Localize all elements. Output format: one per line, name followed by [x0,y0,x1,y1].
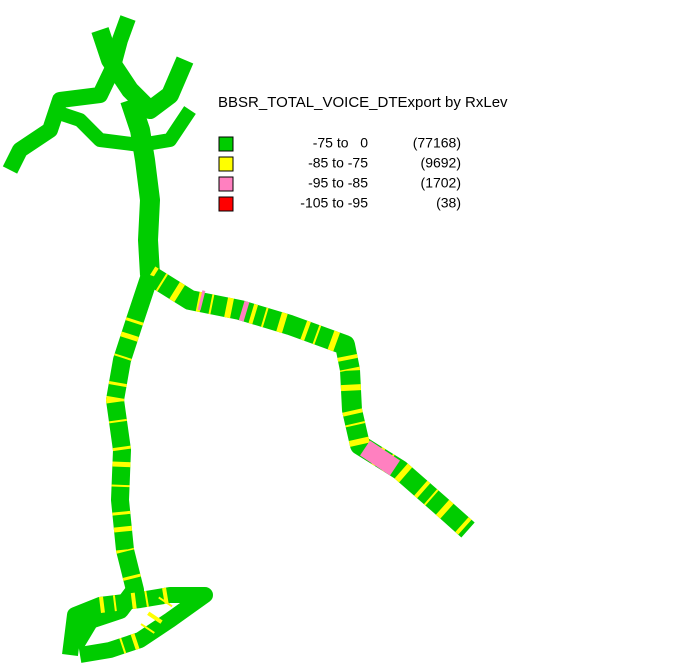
legend-range: -105 to -95 [300,195,368,211]
legend-range: -75 to 0 [313,135,368,151]
route-segment [91,27,194,119]
legend-count: (38) [436,195,461,211]
route-segment [120,96,160,276]
legend-swatch [218,156,234,172]
legend-count: (77168) [413,135,461,151]
route-segment [106,317,144,593]
legend-swatch [218,136,234,152]
legend: -75 to 0 (77168) -85 to -75 (9692) -95 to -8… [218,135,461,212]
legend-range: -85 to -75 [308,155,368,171]
route-segment [67,272,159,650]
legend-swatch [218,176,234,192]
route-segment [2,15,136,174]
route-segment [144,266,475,538]
legend-swatch [218,196,234,212]
legend-title: BBSR_TOTAL_VOICE_DTExport by RxLev [218,94,508,111]
route [2,15,475,663]
legend-count: (9692) [421,155,461,171]
legend-count: (1702) [421,175,461,191]
route-segment [47,103,196,152]
route-segment [62,587,213,663]
legend-range: -95 to -85 [308,175,368,191]
route-segment [360,440,400,476]
